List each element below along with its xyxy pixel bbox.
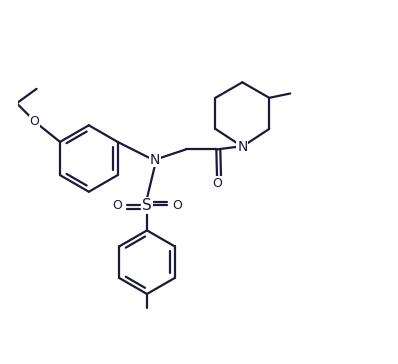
Text: O: O (212, 177, 222, 190)
Text: N: N (237, 140, 248, 154)
Text: S: S (142, 198, 152, 213)
Text: O: O (112, 199, 122, 212)
Text: O: O (29, 115, 39, 128)
Text: N: N (150, 153, 160, 167)
Text: O: O (172, 199, 182, 212)
